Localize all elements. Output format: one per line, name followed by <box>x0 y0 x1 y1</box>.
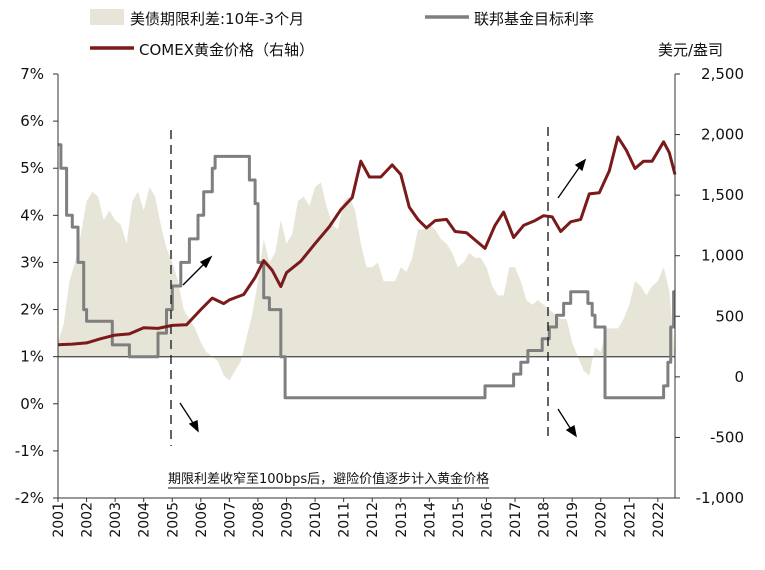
spread-area-layer <box>58 182 675 381</box>
x-tick-label: 2017 <box>508 502 524 538</box>
x-tick-label: 2012 <box>365 502 381 538</box>
x-tick-label: 2014 <box>422 502 438 538</box>
x-tick-label: 2011 <box>337 502 353 538</box>
x-tick-label: 2007 <box>222 502 238 538</box>
right-axis-unit-label: 美元/盎司 <box>658 41 723 59</box>
arrows <box>179 158 587 438</box>
legend-swatch-spread <box>90 9 124 25</box>
x-tick-label: 2009 <box>280 502 296 538</box>
right-tick-label: 500 <box>715 307 744 325</box>
annotation-text: 期限利差收窄至100bps后，避险价值逐步计入黄金价格 <box>168 471 489 487</box>
x-tick-label: 2021 <box>622 502 638 538</box>
x-tick-label: 2002 <box>80 502 96 538</box>
x-tick-label: 2004 <box>137 502 153 538</box>
right-tick-label: 2,000 <box>701 126 744 144</box>
x-tick-label: 2006 <box>194 502 210 538</box>
arrow-up-2018 <box>557 164 582 199</box>
left-tick-label: 7% <box>20 65 44 83</box>
right-tick-label: 2,500 <box>701 65 744 83</box>
x-tick-label: 2001 <box>51 502 67 538</box>
right-tick-label: 1,000 <box>701 247 744 265</box>
left-tick-label: 4% <box>20 206 44 224</box>
legend: 美债期限利差:10年-3个月 联邦基金目标利率 COMEX黄金价格（右轴） <box>90 9 594 59</box>
arrow-down-2018-head <box>565 424 577 438</box>
left-tick-label: 5% <box>20 159 44 177</box>
left-tick-label: -1% <box>15 442 44 460</box>
right-tick-label: -1,000 <box>696 489 744 507</box>
left-tick-label: 1% <box>20 348 44 366</box>
x-tick-label: 2005 <box>165 502 181 538</box>
legend-label-fed: 联邦基金目标利率 <box>474 10 594 28</box>
lines-layer <box>57 135 677 400</box>
ticks-layer: -2% -1% 0% 1% 2% 3% 4% 5% 6% 7% -1,000 -500 0 500 1,00… <box>15 65 744 538</box>
left-tick-label: -2% <box>15 489 44 507</box>
left-tick-label: 2% <box>20 301 44 319</box>
x-tick-label: 2013 <box>394 502 410 538</box>
arrow-down-2005 <box>179 402 196 427</box>
x-tick-label: 2016 <box>480 502 496 538</box>
x-tick-label: 2018 <box>537 502 553 538</box>
x-tick-label: 2020 <box>594 502 610 538</box>
series-spread-area <box>58 182 675 381</box>
right-tick-label: -500 <box>710 428 744 446</box>
x-tick-label: 2022 <box>651 502 667 538</box>
x-tick-label: 2015 <box>451 502 467 538</box>
left-tick-label: 0% <box>20 395 44 413</box>
arrow-down-2005-head <box>188 420 199 433</box>
arrow-up-2005-head <box>199 255 213 269</box>
arrow-up-2018-head <box>574 158 587 172</box>
x-tick-label: 2003 <box>108 502 124 538</box>
series-gold-price-line <box>57 135 677 347</box>
left-tick-label: 3% <box>20 253 44 271</box>
left-tick-label: 6% <box>20 112 44 130</box>
x-tick-label: 2010 <box>308 502 324 538</box>
arrow-up-2005 <box>182 261 207 286</box>
right-tick-label: 1,500 <box>701 186 744 204</box>
arrow-down-2018 <box>557 408 573 432</box>
series-fed-rate-line <box>58 143 676 400</box>
x-tick-label: 2019 <box>565 502 581 538</box>
legend-label-gold: COMEX黄金价格（右轴） <box>139 41 314 59</box>
legend-label-spread: 美债期限利差:10年-3个月 <box>130 10 304 28</box>
x-tick-label: 2008 <box>251 502 267 538</box>
right-tick-label: 0 <box>734 368 744 386</box>
